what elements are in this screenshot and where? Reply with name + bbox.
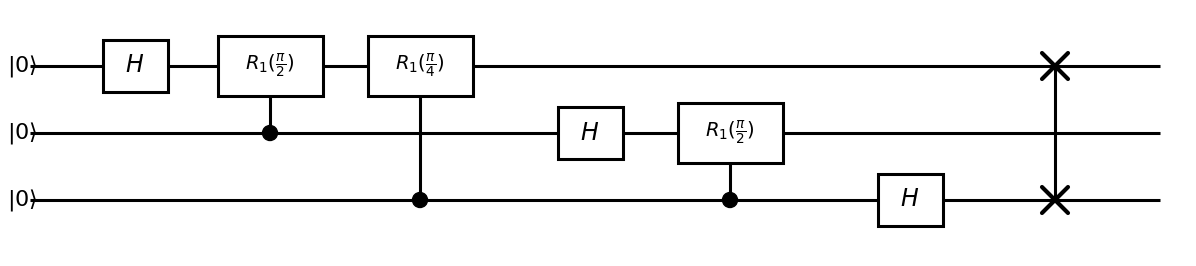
Text: $H$: $H$ — [126, 55, 145, 77]
Text: $R_1(\frac{\pi}{4})$: $R_1(\frac{\pi}{4})$ — [395, 52, 445, 80]
Bar — [677, 103, 782, 163]
Text: $|0\rangle$: $|0\rangle$ — [7, 120, 37, 146]
Circle shape — [262, 126, 277, 140]
Bar — [367, 36, 472, 96]
Text: $|0\rangle$: $|0\rangle$ — [7, 187, 37, 213]
Circle shape — [413, 193, 427, 207]
Bar — [103, 40, 167, 92]
Circle shape — [722, 193, 738, 207]
Text: $R_1(\frac{\pi}{2})$: $R_1(\frac{\pi}{2})$ — [245, 52, 294, 80]
Bar — [218, 36, 323, 96]
Bar — [557, 107, 622, 159]
Bar — [878, 174, 942, 226]
Text: $H$: $H$ — [580, 122, 599, 144]
Text: $R_1(\frac{\pi}{2})$: $R_1(\frac{\pi}{2})$ — [706, 119, 755, 147]
Text: $|0\rangle$: $|0\rangle$ — [7, 53, 37, 79]
Text: $H$: $H$ — [901, 189, 920, 211]
